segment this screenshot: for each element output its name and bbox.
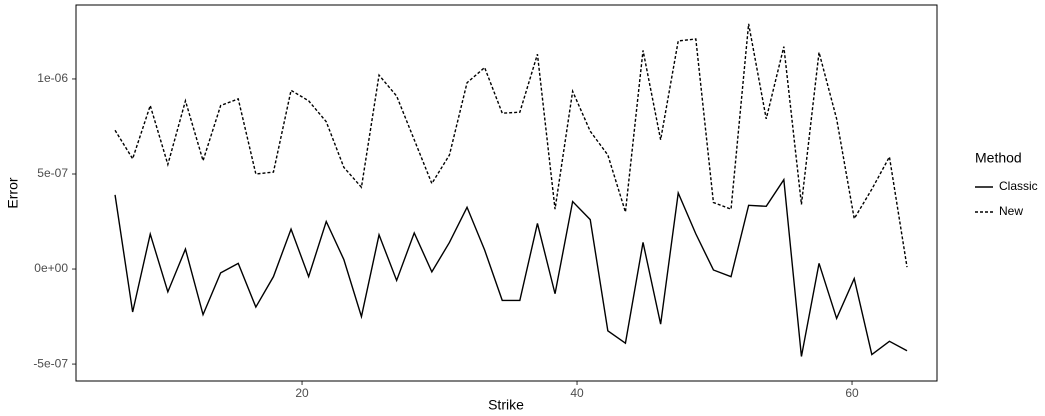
legend-label: New xyxy=(999,204,1023,218)
x-tick-label: 20 xyxy=(295,386,309,400)
legend-title: Method xyxy=(975,150,1022,166)
line-series xyxy=(114,177,908,357)
y-tick-label: -5e-07 xyxy=(33,356,68,370)
line-series xyxy=(114,23,908,268)
y-axis-title: Error xyxy=(5,177,21,208)
legend-label: Classic xyxy=(999,179,1038,193)
x-axis-title: Strike xyxy=(488,397,524,413)
y-tick-label: 5e-07 xyxy=(37,166,68,180)
x-tick-label: 60 xyxy=(845,386,859,400)
x-tick-label: 40 xyxy=(570,386,584,400)
plot-border xyxy=(75,4,938,382)
y-tick-label: 1e-06 xyxy=(37,71,68,85)
y-tick-label: 0e+00 xyxy=(34,261,68,275)
